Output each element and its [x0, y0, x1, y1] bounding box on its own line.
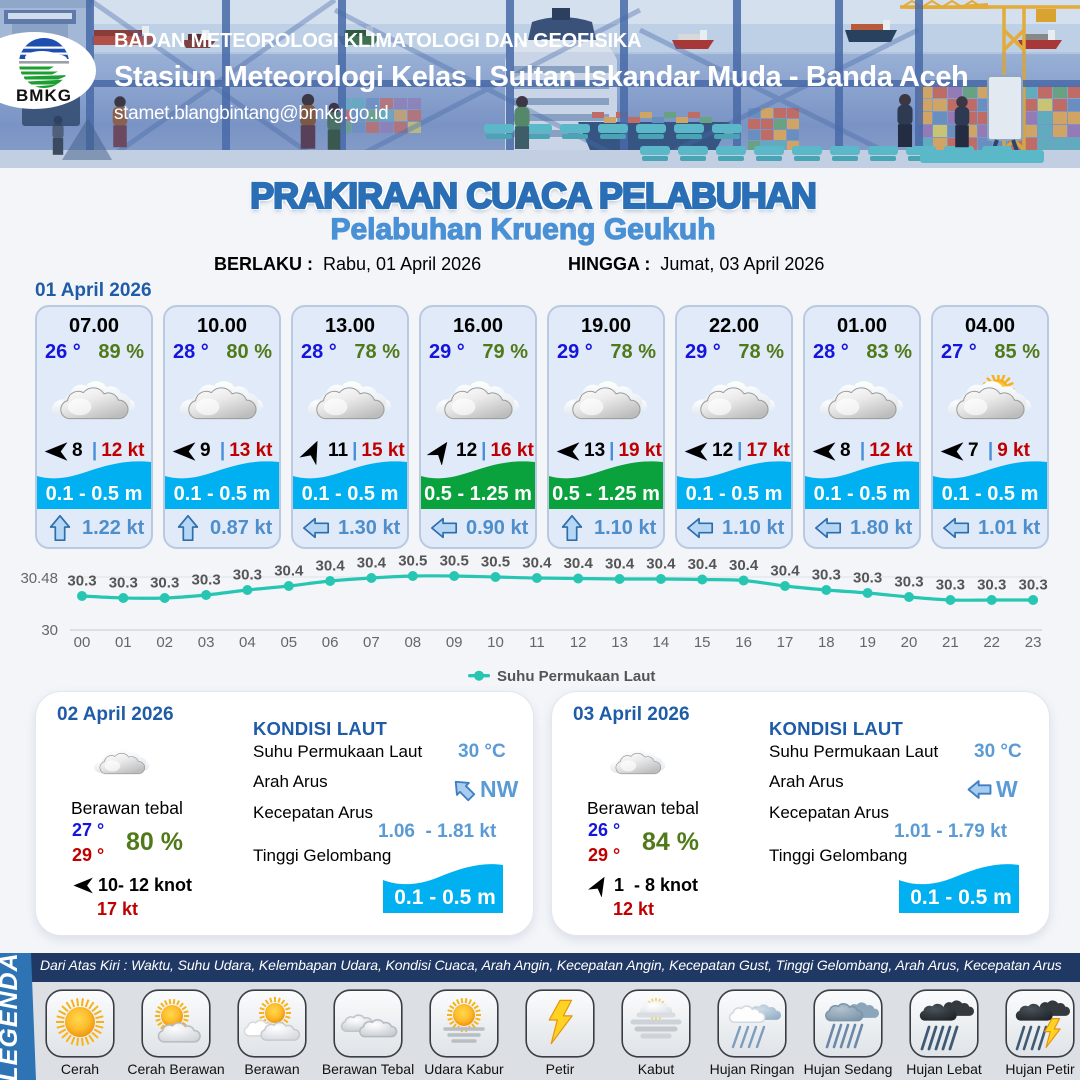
svg-text:03: 03 [198, 634, 215, 651]
svg-text:30.3: 30.3 [233, 567, 262, 584]
svg-text:20: 20 [901, 634, 918, 651]
svg-text:10: 10 [487, 634, 504, 651]
svg-text:0.1 - 0.5 m: 0.1 - 0.5 m [814, 483, 911, 505]
svg-text:30.4: 30.4 [605, 556, 635, 573]
svg-text:30.3: 30.3 [894, 574, 923, 591]
svg-text:15: 15 [694, 634, 711, 651]
svg-text:14: 14 [653, 634, 670, 651]
svg-text:13: 13 [611, 634, 628, 651]
svg-text:17: 17 [777, 634, 794, 651]
svg-text:0.1 - 0.5 m: 0.1 - 0.5 m [686, 483, 783, 505]
svg-text:11: 11 [529, 634, 545, 651]
svg-text:0.1 - 0.5 m: 0.1 - 0.5 m [910, 886, 1012, 909]
svg-text:30.5: 30.5 [481, 554, 510, 571]
svg-text:30: 30 [41, 622, 58, 639]
svg-text:16: 16 [735, 634, 752, 651]
svg-text:30.4: 30.4 [646, 556, 676, 573]
svg-text:02: 02 [156, 634, 173, 651]
svg-text:06: 06 [322, 634, 339, 651]
svg-text:30.3: 30.3 [812, 567, 841, 584]
svg-text:30.4: 30.4 [729, 557, 759, 574]
svg-text:01: 01 [115, 634, 132, 651]
svg-text:30.3: 30.3 [936, 577, 965, 594]
svg-text:30.3: 30.3 [109, 575, 138, 592]
svg-text:18: 18 [818, 634, 835, 651]
svg-text:LEGENDA: LEGENDA [0, 953, 23, 1080]
svg-text:0.5 - 1.25 m: 0.5 - 1.25 m [424, 483, 532, 505]
svg-text:30.4: 30.4 [564, 555, 594, 572]
svg-text:Suhu Permukaan Laut: Suhu Permukaan Laut [497, 668, 655, 685]
svg-text:30.3: 30.3 [1018, 577, 1047, 594]
svg-text:30.3: 30.3 [977, 577, 1006, 594]
svg-text:30.4: 30.4 [315, 558, 345, 575]
svg-text:30.3: 30.3 [853, 570, 882, 587]
svg-text:30.5: 30.5 [398, 553, 427, 570]
svg-text:30.4: 30.4 [274, 563, 304, 580]
svg-text:0.1 - 0.5 m: 0.1 - 0.5 m [394, 886, 496, 909]
svg-text:0.1 - 0.5 m: 0.1 - 0.5 m [942, 483, 1039, 505]
svg-text:30.4: 30.4 [522, 555, 552, 572]
svg-text:0.1 - 0.5 m: 0.1 - 0.5 m [174, 483, 271, 505]
svg-text:00: 00 [74, 634, 91, 651]
svg-text:BMKG: BMKG [16, 86, 72, 104]
svg-text:22: 22 [983, 634, 1000, 651]
svg-text:30.4: 30.4 [770, 563, 800, 580]
svg-text:0.1 - 0.5 m: 0.1 - 0.5 m [302, 483, 399, 505]
svg-text:19: 19 [859, 634, 876, 651]
svg-text:0.1 - 0.5 m: 0.1 - 0.5 m [46, 483, 143, 505]
svg-text:30.3: 30.3 [191, 572, 220, 589]
svg-text:09: 09 [446, 634, 463, 651]
svg-text:21: 21 [942, 634, 959, 651]
svg-text:30.4: 30.4 [357, 555, 387, 572]
svg-text:08: 08 [404, 634, 421, 651]
svg-text:12: 12 [570, 634, 587, 651]
svg-text:30.5: 30.5 [440, 553, 469, 570]
svg-text:04: 04 [239, 634, 256, 651]
svg-text:0.5 - 1.25 m: 0.5 - 1.25 m [552, 483, 660, 505]
svg-text:05: 05 [280, 634, 297, 651]
svg-text:07: 07 [363, 634, 380, 651]
svg-text:23: 23 [1025, 634, 1042, 651]
svg-text:30.3: 30.3 [150, 575, 179, 592]
svg-text:30.4: 30.4 [688, 556, 718, 573]
svg-text:30.48: 30.48 [20, 570, 58, 587]
svg-text:30.3: 30.3 [67, 573, 96, 590]
